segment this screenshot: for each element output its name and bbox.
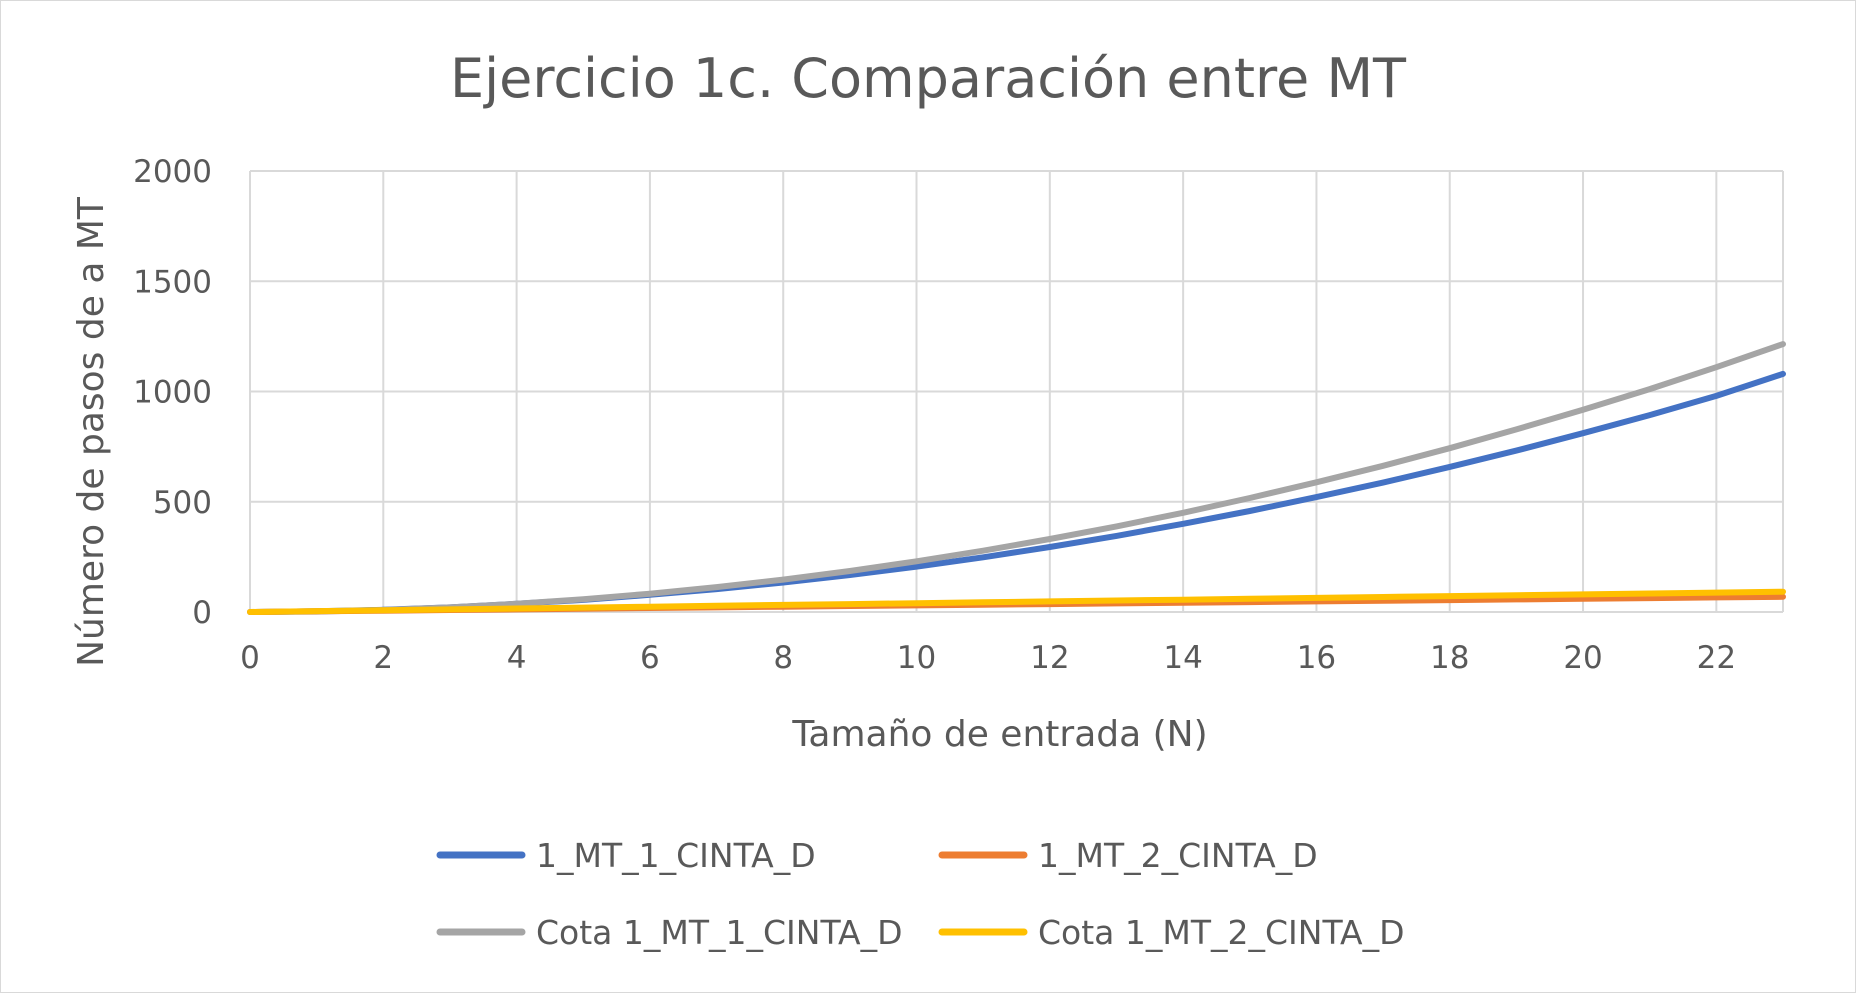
series-line-cota-1_mt_1_cinta_d bbox=[247, 341, 1786, 615]
x-tick-label: 16 bbox=[1297, 640, 1336, 676]
x-tick-label: 0 bbox=[240, 640, 260, 676]
x-tick-label: 18 bbox=[1430, 640, 1469, 676]
x-tick-label: 10 bbox=[897, 640, 936, 676]
y-axis-ticks: 0 500 1000 1500 2000 bbox=[133, 154, 212, 631]
chart-title: Ejercicio 1c. Comparación entre MT bbox=[450, 47, 1407, 110]
x-tick-label: 6 bbox=[640, 640, 660, 676]
legend-label: Cota 1_MT_2_CINTA_D bbox=[1038, 913, 1405, 952]
x-tick-label: 22 bbox=[1697, 640, 1736, 676]
legend-label: 1_MT_2_CINTA_D bbox=[1038, 836, 1318, 875]
x-tick-label: 4 bbox=[507, 640, 527, 676]
series-layer bbox=[247, 341, 1786, 615]
legend: 1_MT_1_CINTA_D 1_MT_2_CINTA_D Cota 1_MT_1_… bbox=[436, 836, 1405, 952]
y-axis-title: Número de pasos de a MT bbox=[71, 196, 112, 667]
x-axis-title: Tamaño de entrada (N) bbox=[791, 714, 1207, 755]
x-tick-label: 14 bbox=[1163, 640, 1202, 676]
y-tick-label: 500 bbox=[153, 485, 212, 521]
x-tick-label: 20 bbox=[1563, 640, 1602, 676]
series-line-cota-1_mt_2_cinta_d bbox=[247, 588, 1786, 615]
x-tick-label: 12 bbox=[1030, 640, 1069, 676]
x-tick-label: 8 bbox=[773, 640, 793, 676]
x-tick-label: 2 bbox=[373, 640, 393, 676]
y-tick-label: 1500 bbox=[133, 264, 212, 300]
y-tick-label: 1000 bbox=[133, 375, 212, 411]
y-tick-label: 0 bbox=[192, 595, 212, 631]
legend-label: Cota 1_MT_1_CINTA_D bbox=[536, 913, 903, 952]
series-line-1_mt_1_cinta_d bbox=[247, 370, 1786, 615]
y-tick-label: 2000 bbox=[133, 154, 212, 190]
legend-label: 1_MT_1_CINTA_D bbox=[536, 836, 816, 875]
x-axis-ticks: 0 2 4 6 8 10 12 14 16 18 20 22 bbox=[240, 640, 1736, 676]
